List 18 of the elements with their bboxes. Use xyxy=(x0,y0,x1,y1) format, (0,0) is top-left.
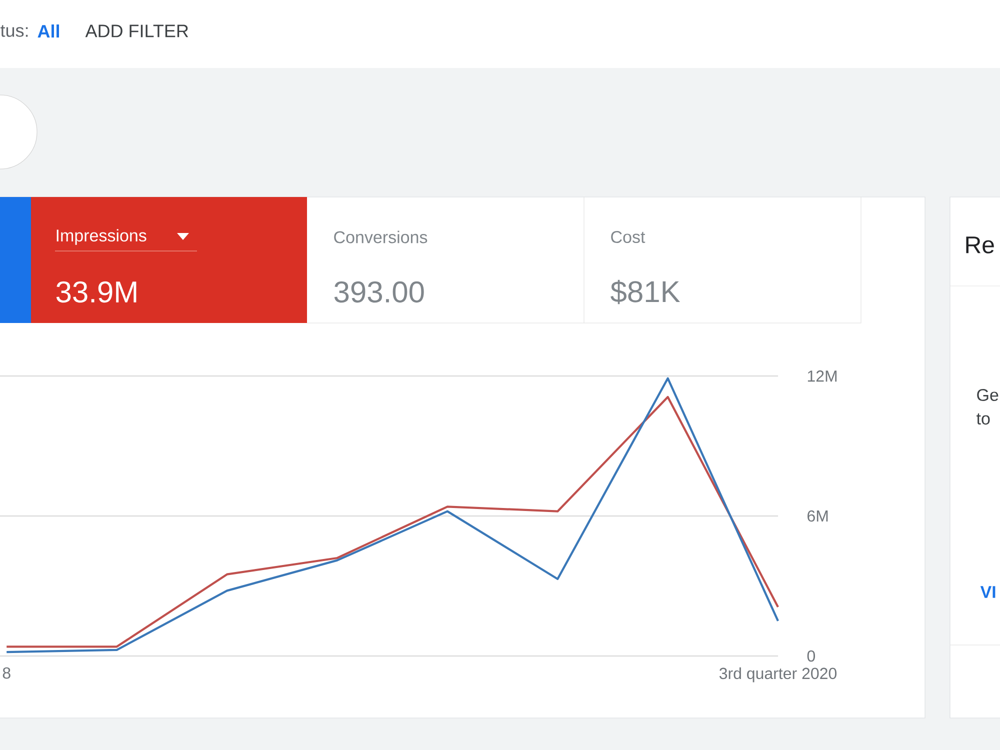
text: Conversions xyxy=(334,230,428,244)
x-tick-label: 8 xyxy=(2,667,10,679)
text: 393.00 xyxy=(334,281,424,303)
x-tick-label: 3rd quarter 2020 xyxy=(719,667,837,682)
text: VI xyxy=(980,586,996,598)
text: Impressions xyxy=(56,229,146,245)
y-tick-label: 6M xyxy=(808,510,828,522)
text: tus: xyxy=(0,25,28,37)
text: Ge xyxy=(977,388,998,402)
text: All xyxy=(38,24,59,38)
y-tick-label: 0 xyxy=(807,650,816,662)
text: Re xyxy=(966,236,994,254)
text: 33.9M xyxy=(56,281,136,303)
text: $81K xyxy=(610,280,680,304)
text: ADD FILTER xyxy=(85,24,188,38)
text: to xyxy=(976,413,990,425)
y-tick-label: 12M xyxy=(808,370,837,382)
text: Cost xyxy=(611,230,646,244)
